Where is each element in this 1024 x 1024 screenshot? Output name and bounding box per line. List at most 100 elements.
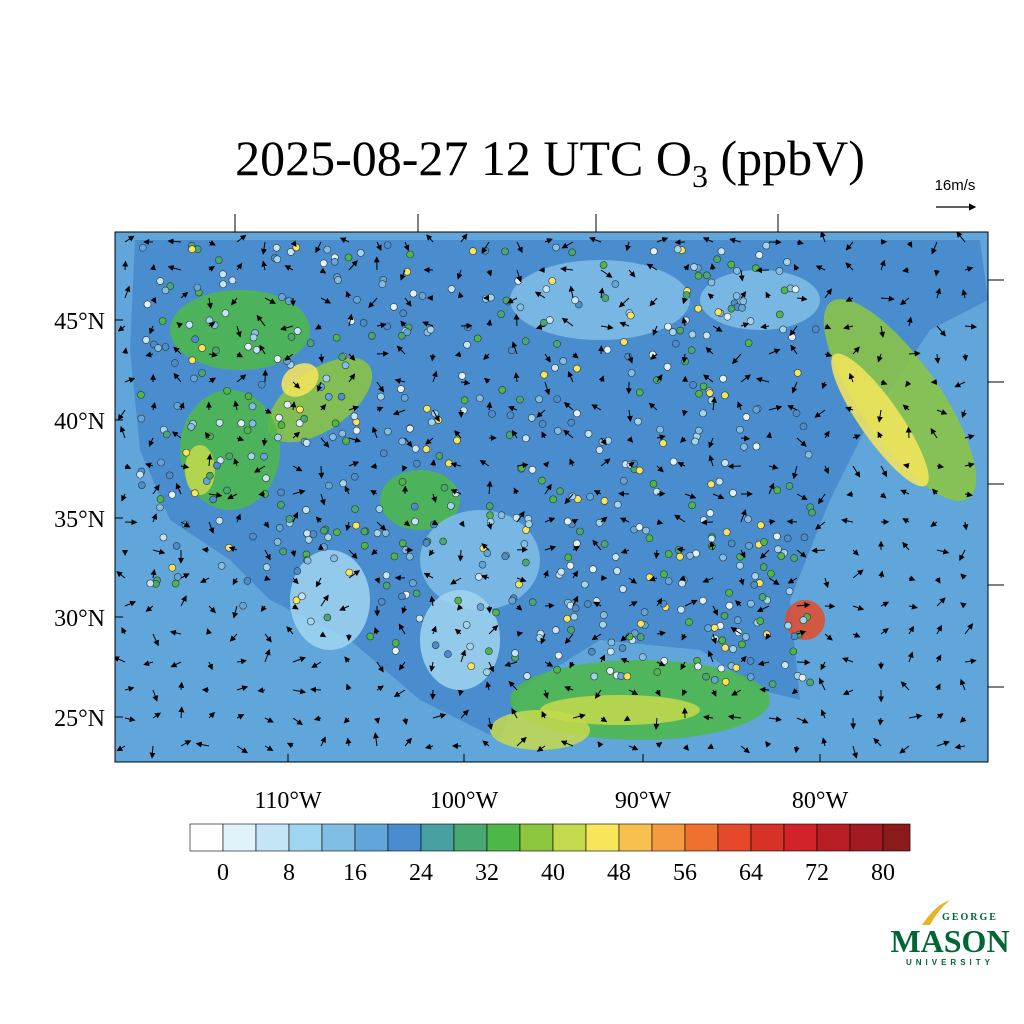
colorbar-tick-label: 16 bbox=[343, 860, 367, 886]
wind-vector bbox=[674, 514, 686, 523]
colorbar-box bbox=[585, 823, 620, 852]
wind-vector bbox=[178, 706, 185, 719]
wind-vector bbox=[173, 372, 182, 383]
title-subscript: 3 bbox=[692, 158, 708, 194]
wind-vector bbox=[934, 577, 941, 584]
station bbox=[528, 598, 537, 607]
station bbox=[156, 495, 165, 503]
wind-vector bbox=[429, 353, 436, 362]
concentration-patch bbox=[380, 470, 460, 530]
station bbox=[783, 258, 791, 266]
station bbox=[366, 632, 375, 641]
station bbox=[172, 542, 181, 550]
wind-vector bbox=[515, 604, 523, 611]
lat-label: 45°N bbox=[54, 309, 105, 335]
wind-vector bbox=[292, 656, 306, 663]
colorbar-tick-label: 32 bbox=[475, 860, 499, 886]
station bbox=[706, 509, 715, 517]
wind-vector bbox=[456, 269, 463, 280]
station bbox=[324, 392, 333, 401]
wind-vector bbox=[292, 431, 301, 439]
wind-vector bbox=[650, 353, 658, 360]
station bbox=[570, 612, 579, 621]
wind-vector bbox=[936, 548, 950, 555]
wind-vector bbox=[429, 661, 436, 672]
station bbox=[507, 346, 516, 355]
station bbox=[262, 563, 271, 571]
station bbox=[333, 528, 341, 536]
station bbox=[522, 434, 530, 443]
wind-vector bbox=[516, 269, 522, 283]
wind-vector bbox=[345, 521, 352, 532]
station bbox=[193, 283, 202, 292]
station bbox=[599, 261, 608, 269]
station bbox=[511, 649, 519, 657]
wind-vector bbox=[236, 745, 248, 754]
station bbox=[789, 647, 798, 656]
colorbar-box bbox=[255, 823, 290, 852]
station bbox=[707, 534, 716, 543]
wind-vector bbox=[292, 511, 299, 523]
wind-vector bbox=[432, 713, 447, 719]
wind-vector bbox=[628, 461, 635, 468]
wind-vector bbox=[738, 577, 745, 586]
station bbox=[338, 353, 347, 361]
colorbar-box bbox=[354, 823, 389, 852]
wind-vector bbox=[600, 716, 608, 723]
station bbox=[426, 325, 435, 334]
station bbox=[581, 580, 589, 589]
colorbar-tick-label: 24 bbox=[409, 860, 433, 886]
wind-vector bbox=[932, 488, 939, 496]
wind-vector bbox=[572, 545, 580, 552]
wind-vector bbox=[618, 297, 630, 308]
station bbox=[671, 339, 680, 348]
wind-vector bbox=[403, 241, 410, 252]
wind-vector bbox=[508, 680, 518, 691]
wind-vector bbox=[845, 296, 854, 302]
station bbox=[391, 639, 400, 647]
station bbox=[475, 394, 484, 403]
wind-vector bbox=[280, 325, 294, 331]
wind-vector bbox=[627, 353, 634, 364]
station bbox=[576, 527, 584, 536]
wind-vector bbox=[315, 323, 322, 330]
wind-vector bbox=[122, 260, 129, 271]
wind-vector bbox=[905, 380, 912, 388]
wind-vector bbox=[167, 238, 182, 245]
wind-vector bbox=[206, 453, 213, 467]
wind-vector bbox=[824, 351, 833, 358]
wind-vector bbox=[964, 491, 973, 498]
wind-vector bbox=[597, 741, 604, 748]
station bbox=[664, 550, 673, 558]
station bbox=[384, 427, 392, 436]
station bbox=[682, 291, 691, 299]
wind-vector bbox=[482, 740, 490, 747]
wind-vector bbox=[740, 745, 750, 754]
station bbox=[158, 317, 167, 325]
wind-vector bbox=[513, 313, 520, 327]
wind-vector bbox=[115, 656, 126, 663]
station bbox=[773, 532, 781, 541]
wind-vector bbox=[235, 325, 242, 338]
station bbox=[412, 589, 421, 598]
wind-vector bbox=[313, 715, 322, 722]
station bbox=[804, 450, 813, 459]
station bbox=[744, 515, 752, 524]
station bbox=[398, 478, 407, 486]
wind-vector bbox=[152, 548, 166, 555]
wind-vector bbox=[811, 547, 826, 554]
station bbox=[736, 425, 744, 434]
station bbox=[341, 361, 350, 370]
station bbox=[548, 277, 557, 285]
wind-vector bbox=[852, 632, 861, 638]
wind-vector bbox=[902, 463, 910, 469]
station bbox=[690, 263, 698, 271]
map-field bbox=[115, 232, 988, 762]
wind-vector bbox=[488, 624, 499, 635]
wind-vector bbox=[171, 431, 182, 439]
wind-vector bbox=[236, 685, 249, 692]
station bbox=[350, 472, 359, 481]
wind-vector bbox=[908, 603, 918, 610]
station bbox=[688, 330, 697, 339]
wind-vector bbox=[841, 657, 854, 663]
